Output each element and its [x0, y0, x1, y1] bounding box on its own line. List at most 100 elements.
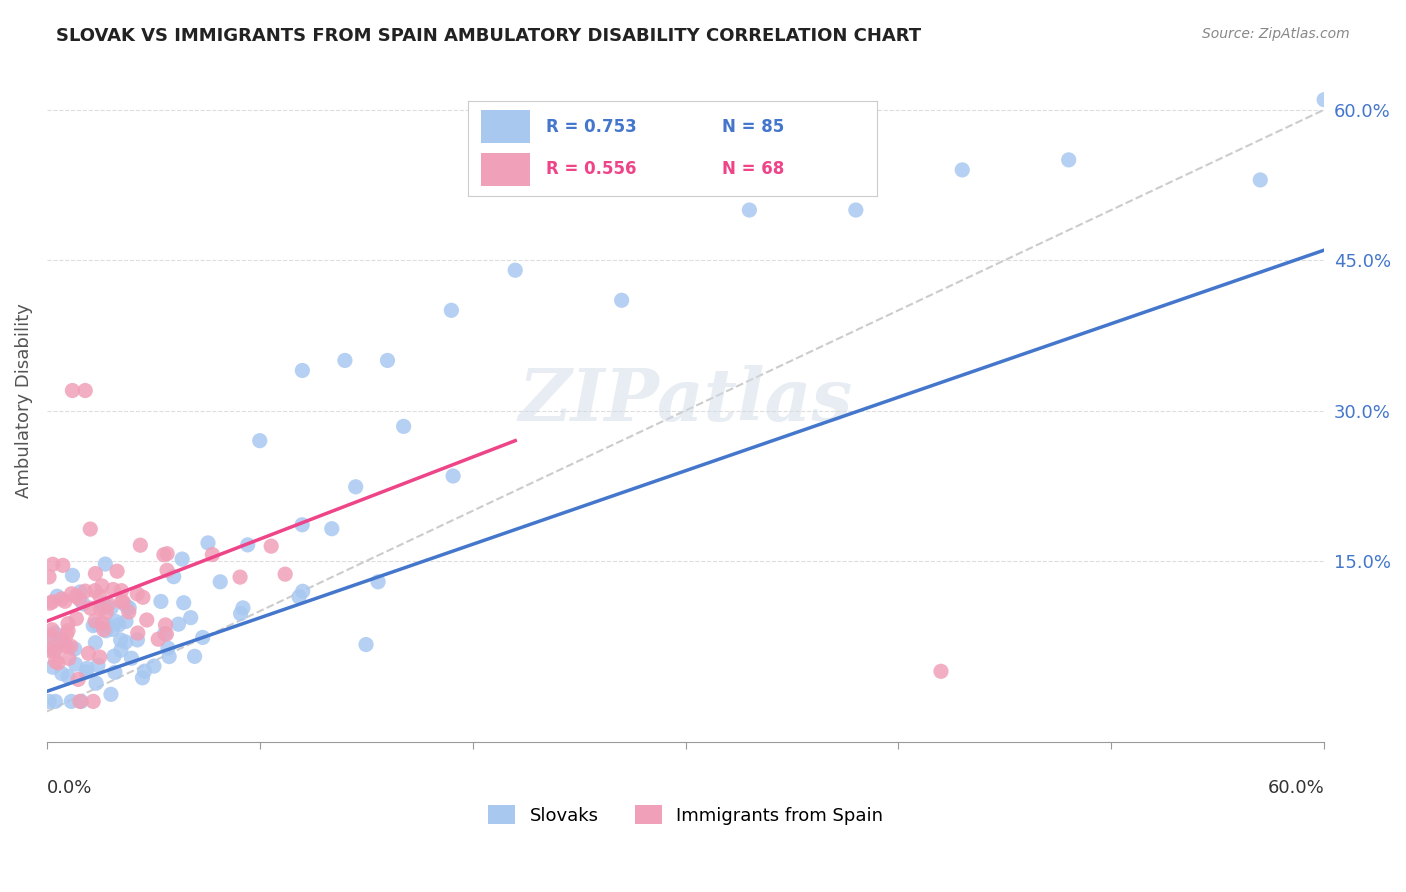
Slovaks	[104, 615, 127, 629]
Immigrants from Spain	[56, 616, 79, 631]
Slovaks	[110, 632, 132, 647]
Immigrants from Spain	[65, 612, 87, 626]
Slovaks	[93, 599, 115, 614]
Immigrants from Spain	[229, 570, 252, 584]
Immigrants from Spain	[46, 656, 69, 670]
Immigrants from Spain	[274, 567, 297, 582]
Slovaks	[44, 626, 66, 640]
Slovaks	[93, 597, 115, 611]
Immigrants from Spain	[127, 626, 149, 640]
Immigrants from Spain	[101, 582, 124, 597]
Slovaks	[38, 631, 60, 645]
Immigrants from Spain	[53, 638, 76, 652]
Immigrants from Spain	[84, 614, 107, 628]
Immigrants from Spain	[148, 632, 170, 647]
Slovaks	[156, 641, 179, 656]
Immigrants from Spain	[60, 587, 83, 601]
Slovaks	[1313, 93, 1336, 107]
Immigrants from Spain	[52, 558, 75, 573]
Y-axis label: Ambulatory Disability: Ambulatory Disability	[15, 303, 32, 498]
Slovaks	[167, 617, 190, 632]
Slovaks	[69, 585, 91, 599]
Slovaks	[845, 202, 868, 217]
Immigrants from Spain	[38, 596, 60, 610]
Slovaks	[44, 643, 66, 657]
Immigrants from Spain	[82, 694, 104, 708]
Slovaks	[97, 618, 120, 632]
Immigrants from Spain	[110, 595, 132, 609]
Slovaks	[321, 522, 343, 536]
Immigrants from Spain	[112, 595, 135, 609]
Slovaks	[72, 597, 94, 611]
Slovaks	[1057, 153, 1080, 167]
Immigrants from Spain	[83, 583, 105, 598]
Slovaks	[51, 666, 73, 681]
Slovaks	[291, 517, 314, 532]
Slovaks	[143, 659, 166, 673]
Slovaks	[738, 202, 761, 217]
Immigrants from Spain	[129, 538, 152, 552]
Immigrants from Spain	[65, 589, 87, 603]
Slovaks	[94, 624, 117, 638]
Immigrants from Spain	[38, 643, 60, 657]
Slovaks	[344, 480, 367, 494]
Slovaks	[41, 660, 63, 674]
Slovaks	[229, 607, 252, 621]
Slovaks	[75, 665, 97, 679]
Immigrants from Spain	[96, 605, 118, 619]
Slovaks	[131, 671, 153, 685]
Slovaks	[114, 599, 136, 613]
Immigrants from Spain	[135, 613, 157, 627]
Immigrants from Spain	[42, 640, 65, 655]
Immigrants from Spain	[58, 651, 80, 665]
Immigrants from Spain	[56, 624, 79, 638]
Immigrants from Spain	[59, 639, 82, 653]
Slovaks	[180, 610, 202, 624]
Slovaks	[70, 694, 93, 708]
Slovaks	[149, 594, 172, 608]
Immigrants from Spain	[42, 558, 65, 572]
Slovaks	[127, 632, 149, 647]
Slovaks	[101, 623, 124, 637]
Slovaks	[82, 618, 104, 632]
Immigrants from Spain	[69, 694, 91, 708]
Immigrants from Spain	[89, 650, 111, 665]
Immigrants from Spain	[84, 566, 107, 581]
Immigrants from Spain	[91, 616, 114, 631]
Slovaks	[440, 303, 463, 318]
Text: Source: ZipAtlas.com: Source: ZipAtlas.com	[1202, 27, 1350, 41]
Immigrants from Spain	[93, 623, 115, 637]
Slovaks	[100, 687, 122, 701]
Immigrants from Spain	[89, 589, 111, 603]
Slovaks	[1249, 173, 1271, 187]
Slovaks	[291, 584, 314, 599]
Slovaks	[100, 601, 122, 615]
Slovaks	[377, 353, 399, 368]
Slovaks	[94, 557, 117, 571]
Slovaks	[46, 589, 69, 603]
Immigrants from Spain	[41, 595, 63, 609]
Immigrants from Spain	[44, 654, 66, 668]
Immigrants from Spain	[156, 563, 179, 577]
Immigrants from Spain	[110, 583, 132, 598]
Slovaks	[62, 568, 84, 582]
Slovaks	[118, 600, 141, 615]
Immigrants from Spain	[62, 384, 84, 398]
Slovaks	[76, 661, 98, 675]
Immigrants from Spain	[97, 598, 120, 612]
Immigrants from Spain	[153, 548, 176, 562]
Immigrants from Spain	[80, 601, 103, 615]
Slovaks	[236, 538, 259, 552]
Immigrants from Spain	[90, 579, 112, 593]
Immigrants from Spain	[53, 594, 76, 608]
Slovaks	[115, 615, 138, 629]
Immigrants from Spain	[260, 539, 283, 553]
Slovaks	[232, 601, 254, 615]
Slovaks	[209, 574, 232, 589]
Immigrants from Spain	[75, 584, 97, 599]
Slovaks	[134, 664, 156, 678]
Slovaks	[367, 574, 389, 589]
Slovaks	[87, 658, 110, 673]
Immigrants from Spain	[77, 646, 100, 660]
Slovaks	[172, 552, 194, 566]
